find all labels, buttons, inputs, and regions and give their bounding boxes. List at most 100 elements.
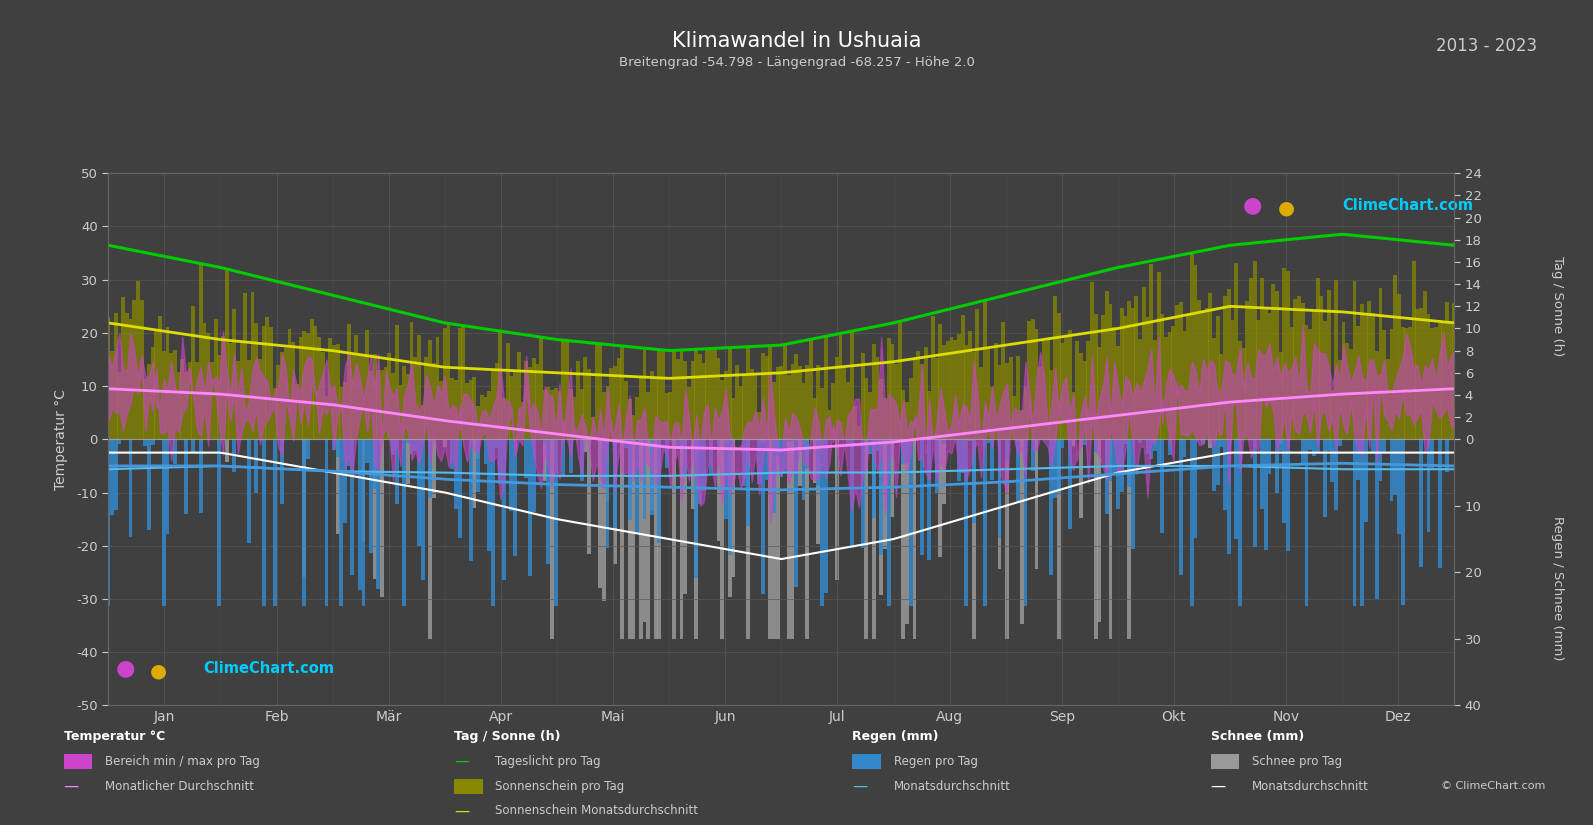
Bar <box>538 337 543 439</box>
Bar <box>613 439 616 564</box>
Bar <box>806 439 809 639</box>
Text: Monatsdurchschnitt: Monatsdurchschnitt <box>894 780 1010 793</box>
Bar <box>1246 301 1249 439</box>
Bar <box>675 439 680 446</box>
Bar <box>1427 314 1431 439</box>
Bar <box>1344 343 1349 439</box>
Bar <box>746 439 750 526</box>
Y-axis label: Temperatur °C: Temperatur °C <box>54 389 68 490</box>
Bar <box>1182 439 1187 457</box>
Bar <box>746 439 750 639</box>
Bar <box>941 439 946 504</box>
Bar <box>1389 328 1394 439</box>
Bar <box>731 398 736 439</box>
Bar <box>636 439 639 533</box>
Bar <box>849 439 854 548</box>
Bar <box>435 337 440 439</box>
Bar <box>1330 390 1335 439</box>
Bar <box>599 439 602 588</box>
Bar <box>1305 439 1308 606</box>
Bar <box>491 439 495 606</box>
Bar <box>695 349 698 439</box>
Bar <box>502 439 507 580</box>
Bar <box>110 351 115 439</box>
Bar <box>1215 439 1220 485</box>
Bar <box>832 383 835 439</box>
Bar <box>695 439 698 639</box>
Bar <box>709 439 714 474</box>
Bar <box>569 389 572 439</box>
Bar <box>669 392 672 439</box>
Bar <box>957 439 961 481</box>
Bar <box>824 337 828 439</box>
Bar <box>1330 439 1335 483</box>
Bar <box>1397 439 1400 535</box>
Text: Tag / Sonne (h): Tag / Sonne (h) <box>1552 256 1564 356</box>
Bar <box>1126 301 1131 439</box>
Bar <box>347 439 350 466</box>
Bar <box>421 439 425 580</box>
Bar <box>890 439 894 517</box>
Bar <box>292 342 295 439</box>
Bar <box>1327 290 1330 439</box>
Bar <box>628 439 632 521</box>
Bar <box>446 323 451 439</box>
Bar <box>1230 320 1235 439</box>
Bar <box>820 439 824 446</box>
Bar <box>417 335 421 439</box>
Bar <box>395 439 398 504</box>
Bar <box>887 439 890 606</box>
Bar <box>1153 439 1157 451</box>
Bar <box>284 348 288 439</box>
Bar <box>680 439 683 639</box>
Bar <box>1431 328 1434 439</box>
Bar <box>1427 439 1431 532</box>
Text: 2013 - 2023: 2013 - 2023 <box>1437 37 1537 55</box>
Bar <box>720 380 725 439</box>
Bar <box>1120 439 1123 492</box>
Bar <box>935 357 938 439</box>
Bar <box>1072 439 1075 446</box>
Bar <box>451 439 454 469</box>
Bar <box>487 439 491 551</box>
Bar <box>930 316 935 439</box>
Bar <box>1142 287 1145 439</box>
Bar <box>773 439 776 639</box>
Bar <box>1252 439 1257 547</box>
Bar <box>594 343 599 439</box>
Bar <box>787 439 790 441</box>
Bar <box>429 439 432 497</box>
Bar <box>1067 330 1072 439</box>
Bar <box>653 439 658 639</box>
Bar <box>1389 439 1394 501</box>
Bar <box>174 439 177 464</box>
Bar <box>110 439 115 515</box>
Bar <box>365 330 370 439</box>
Bar <box>140 299 143 439</box>
Bar <box>1149 439 1153 460</box>
Bar <box>876 356 879 439</box>
Bar <box>653 378 658 439</box>
Bar <box>1453 303 1456 439</box>
Bar <box>113 439 118 510</box>
Bar <box>280 439 284 504</box>
Bar <box>1123 439 1128 444</box>
Bar <box>1263 439 1268 550</box>
Bar <box>1075 342 1078 439</box>
Bar <box>1338 439 1341 446</box>
Bar <box>1098 347 1101 439</box>
Bar <box>1241 347 1246 439</box>
Bar <box>1252 261 1257 439</box>
Bar <box>846 439 851 446</box>
Bar <box>650 371 653 439</box>
Bar <box>709 348 714 439</box>
Bar <box>972 439 975 524</box>
Bar <box>1053 296 1058 439</box>
Bar <box>328 338 333 439</box>
Bar <box>765 356 768 439</box>
Bar <box>997 439 1002 569</box>
Bar <box>429 439 432 639</box>
Bar <box>980 367 983 439</box>
Bar <box>177 372 180 439</box>
Bar <box>151 346 155 439</box>
